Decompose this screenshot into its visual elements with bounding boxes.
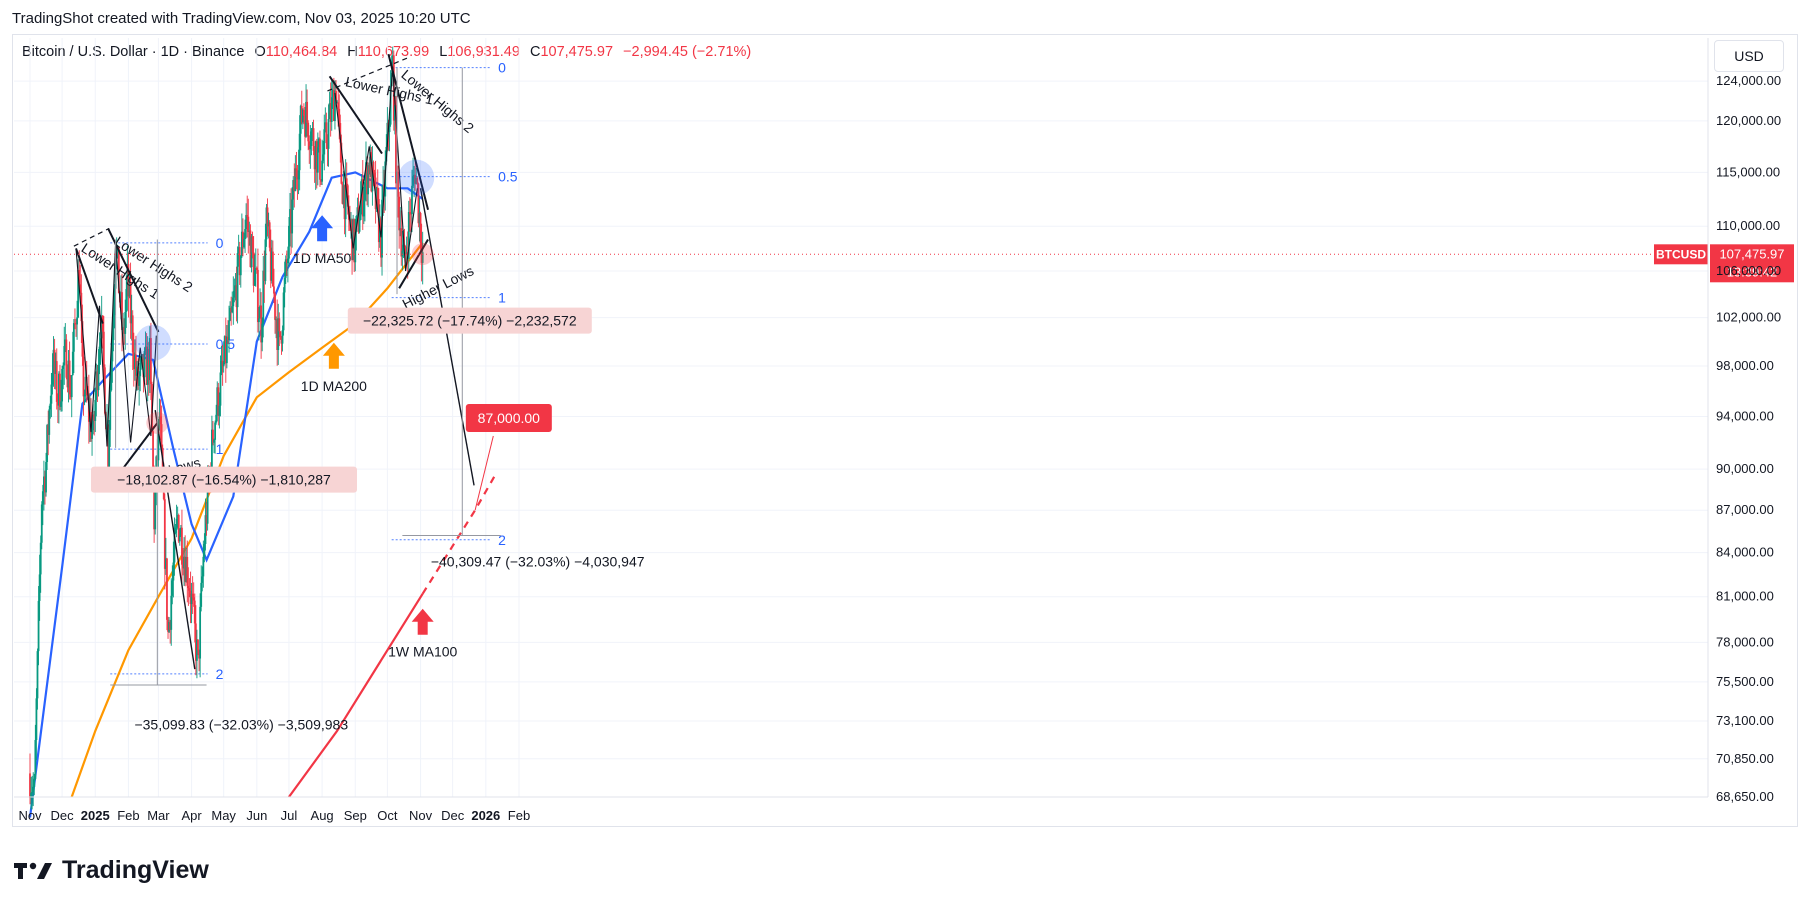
- low-value: 106,931.49: [447, 44, 520, 60]
- high-value: 110,673.99: [357, 44, 430, 60]
- brand-name: TradingView: [62, 856, 209, 884]
- open-value: 110,464.84: [265, 44, 338, 60]
- close-label: C: [529, 44, 541, 60]
- tradingview-brand: TradingView: [14, 856, 209, 885]
- symbol-info: Bitcoin / U.S. Dollar · 1D · Binance O11…: [22, 44, 751, 60]
- chart-credit: TradingShot created with TradingView.com…: [12, 10, 471, 27]
- high-label: H: [347, 44, 358, 60]
- symbol-name: Bitcoin / U.S. Dollar · 1D · Binance: [22, 44, 245, 60]
- tradingview-logo-icon: [14, 861, 54, 881]
- currency-button[interactable]: USD: [1714, 40, 1784, 72]
- change-value: −2,994.45 (−2.71%): [623, 44, 752, 60]
- low-label: L: [439, 44, 448, 60]
- close-value: 107,475.97: [540, 44, 614, 60]
- open-label: O: [254, 44, 266, 60]
- chart-frame: [12, 34, 1798, 827]
